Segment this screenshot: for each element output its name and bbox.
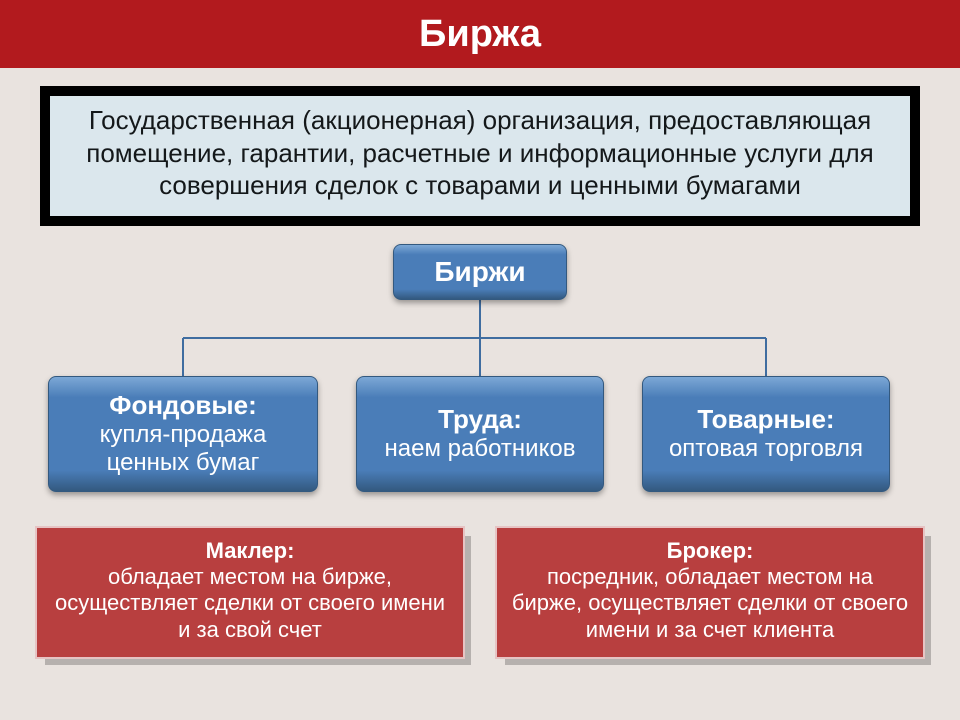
definition-text: Государственная (акционерная) организаци… <box>86 105 873 200</box>
role-broker-body: посредник, обладает местом на бирже, осу… <box>512 564 908 642</box>
role-broker-head: Брокер: <box>509 538 911 564</box>
definition-box: Государственная (акционерная) организаци… <box>50 96 910 216</box>
node-labor: Труда: наем работников <box>356 376 604 492</box>
node-goods-head: Товарные: <box>697 404 834 435</box>
role-makler-body: обладает местом на бирже, осуществляет с… <box>55 564 445 642</box>
roles-row: Маклер: обладает местом на бирже, осущес… <box>0 526 960 660</box>
node-root: Биржи <box>393 244 567 300</box>
node-stock-head: Фондовые: <box>109 390 256 421</box>
node-goods: Товарные: оптовая торговля <box>642 376 890 492</box>
node-stock-sub: купля-продажа ценных бумаг <box>59 421 307 477</box>
node-stock: Фондовые: купля-продажа ценных бумаг <box>48 376 318 492</box>
hierarchy-chart: Биржи Фондовые: купля-продажа ценных бум… <box>0 226 960 526</box>
role-makler-head: Маклер: <box>49 538 451 564</box>
node-labor-sub: наем работников <box>385 435 576 463</box>
title-bar: Биржа <box>0 0 960 68</box>
node-goods-sub: оптовая торговля <box>669 435 863 463</box>
role-broker: Брокер: посредник, обладает местом на би… <box>495 526 925 660</box>
definition-frame: Государственная (акционерная) организаци… <box>40 86 920 226</box>
page-title: Биржа <box>419 13 541 56</box>
node-labor-head: Труда: <box>438 404 522 435</box>
node-root-label: Биржи <box>434 256 525 288</box>
role-makler: Маклер: обладает местом на бирже, осущес… <box>35 526 465 660</box>
